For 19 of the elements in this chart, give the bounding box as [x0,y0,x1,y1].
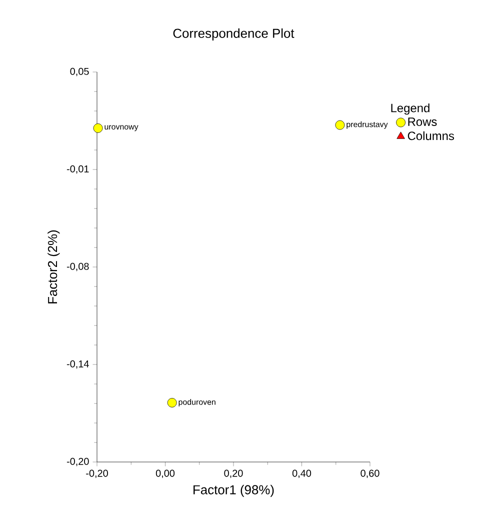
x-axis-title: Factor1 (98%) [194,484,274,497]
y-tick-label: -0,08 [66,262,89,272]
chart-title: Correspondence Plot [173,28,294,40]
point [335,120,345,130]
y-tick-label: -0,20 [66,458,89,466]
x-tick-label: -0,20 [86,470,108,478]
point [93,123,103,133]
y-axis-title: Factor2 (2%) [48,230,60,304]
legend-title: Legend [391,103,430,115]
x-tick-label: 0,40 [292,470,312,478]
legend-label: Columns [408,131,454,140]
x-tick-label: 0,20 [224,470,243,478]
y-tick-label: -0,14 [66,360,89,369]
point [167,398,177,408]
y-tick-label: -0,01 [66,165,89,174]
x-tick-label: 0,60 [360,470,380,478]
x-tick-label: 0,00 [156,470,175,478]
legend-label: Rows [408,118,437,126]
y-tick-label: 0,05 [70,68,89,76]
